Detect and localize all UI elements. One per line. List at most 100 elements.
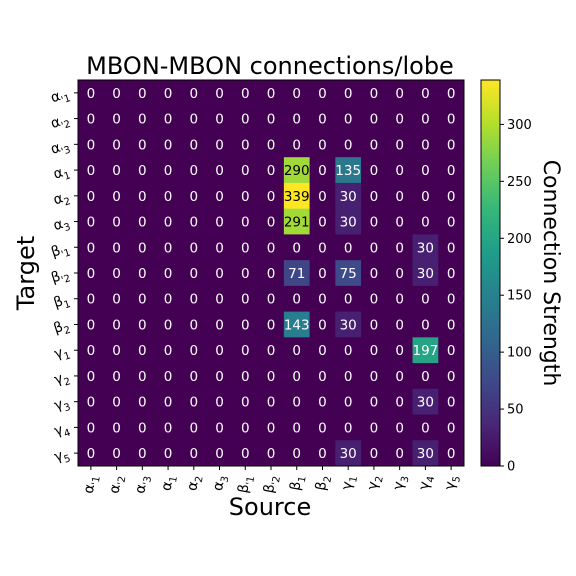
cell-value-label: 0 [421, 189, 430, 205]
heatmap-cell [412, 311, 439, 338]
heatmap-cell [386, 157, 413, 184]
heatmap-cell [335, 388, 362, 415]
heatmap-cell [283, 285, 310, 312]
heatmap-cell [335, 337, 362, 364]
cell-value-label: 0 [318, 86, 327, 102]
cell-value-label: 0 [292, 86, 301, 102]
cell-value-label: 0 [318, 215, 327, 231]
cell-value-label: 0 [87, 240, 96, 256]
heatmap-cell [103, 388, 130, 415]
cell-value-label: 30 [340, 189, 357, 205]
heatmap-cell [335, 131, 362, 158]
cell-value-label: 0 [241, 86, 250, 102]
heatmap-cell [206, 285, 233, 312]
heatmap-cell [232, 208, 259, 235]
heatmap-cell [78, 157, 105, 184]
heatmap-cell [78, 131, 105, 158]
heatmap-cell [206, 311, 233, 338]
heatmap-cell [103, 105, 130, 132]
cell-value-label: 0 [87, 420, 96, 436]
cell-value-label: 0 [344, 343, 353, 359]
cell-value-label: 0 [241, 240, 250, 256]
heatmap-cell [232, 363, 259, 390]
cell-value-label: 0 [215, 137, 224, 153]
cell-value-label: 0 [447, 292, 456, 308]
heatmap-cell [78, 105, 105, 132]
heatmap-cell [258, 182, 285, 210]
cell-value-label: 0 [190, 240, 199, 256]
heatmap-cell [438, 131, 465, 158]
cell-value-label: 0 [292, 137, 301, 153]
y-tick-label: α1 [51, 163, 72, 186]
cell-value-label: 0 [164, 189, 173, 205]
cell-value-label: 0 [395, 266, 404, 282]
heatmap-cell [438, 311, 465, 338]
cell-value-label: 0 [112, 163, 121, 179]
heatmap-cell [78, 285, 105, 312]
cell-value-label: 0 [447, 395, 456, 411]
heatmap-cell [155, 260, 182, 287]
cell-value-label: 0 [138, 395, 147, 411]
heatmap-cell [180, 388, 208, 415]
cell-value-label: 0 [318, 446, 327, 462]
heatmap-cell [206, 131, 233, 158]
cell-value-label: 0 [344, 240, 353, 256]
cell-value-label: 0 [138, 343, 147, 359]
cell-value-label: 0 [395, 215, 404, 231]
y-tick-label: γ4 [52, 420, 72, 443]
heatmap-cell [412, 182, 439, 210]
heatmap-cell [412, 363, 439, 390]
heatmap-cell [412, 388, 439, 415]
heatmap-cell [103, 440, 130, 467]
cell-value-label: 0 [267, 420, 276, 436]
cell-value-label: 0 [344, 112, 353, 128]
heatmap-cell [335, 285, 362, 312]
colorbar-tick-label: 50 [507, 403, 524, 418]
heatmap-cell [232, 260, 259, 287]
cell-value-label: 0 [138, 266, 147, 282]
cell-value-label: 0 [190, 317, 199, 333]
cell-value-label: 0 [112, 112, 121, 128]
cell-value-label: 0 [164, 240, 173, 256]
cell-value-label: 0 [292, 343, 301, 359]
heatmap-cell [335, 311, 362, 338]
cell-value-label: 0 [292, 395, 301, 411]
heatmap-cell [309, 337, 336, 364]
heatmap-cell [155, 388, 182, 415]
cell-value-label: 0 [395, 163, 404, 179]
heatmap-cell [258, 363, 285, 390]
colorbar-label: Connection Strength [538, 160, 563, 387]
cell-value-label: 0 [421, 292, 430, 308]
heatmap-cell [180, 311, 208, 338]
cell-value-label: 0 [447, 215, 456, 231]
y-tick-label: α'3 [49, 137, 72, 161]
heatmap-cell [335, 208, 362, 235]
heatmap-cell [103, 131, 130, 158]
heatmap-cell [386, 131, 413, 158]
y-tick-label: β1 [52, 291, 72, 314]
cell-value-label: 0 [164, 292, 173, 308]
heatmap-cell [283, 105, 310, 132]
cell-value-label: 0 [241, 137, 250, 153]
heatmap-cell [335, 414, 362, 441]
heatmap-cell [438, 80, 465, 107]
colorbar-tick-label: 300 [507, 118, 532, 133]
heatmap-cell [386, 208, 413, 235]
cell-value-label: 0 [138, 112, 147, 128]
heatmap-cell [283, 80, 310, 107]
heatmap-cell [361, 182, 388, 210]
cell-value-label: 0 [112, 395, 121, 411]
cell-value-label: 135 [335, 163, 361, 179]
heatmap-cell [78, 363, 105, 390]
cell-value-label: 0 [292, 292, 301, 308]
heatmap-cell [232, 182, 259, 210]
heatmap-cell [155, 131, 182, 158]
cell-value-label: 30 [340, 446, 357, 462]
cell-value-label: 30 [340, 215, 357, 231]
cell-value-label: 0 [421, 420, 430, 436]
cell-value-label: 0 [267, 266, 276, 282]
cell-value-label: 0 [190, 292, 199, 308]
heatmap-cell [206, 414, 233, 441]
